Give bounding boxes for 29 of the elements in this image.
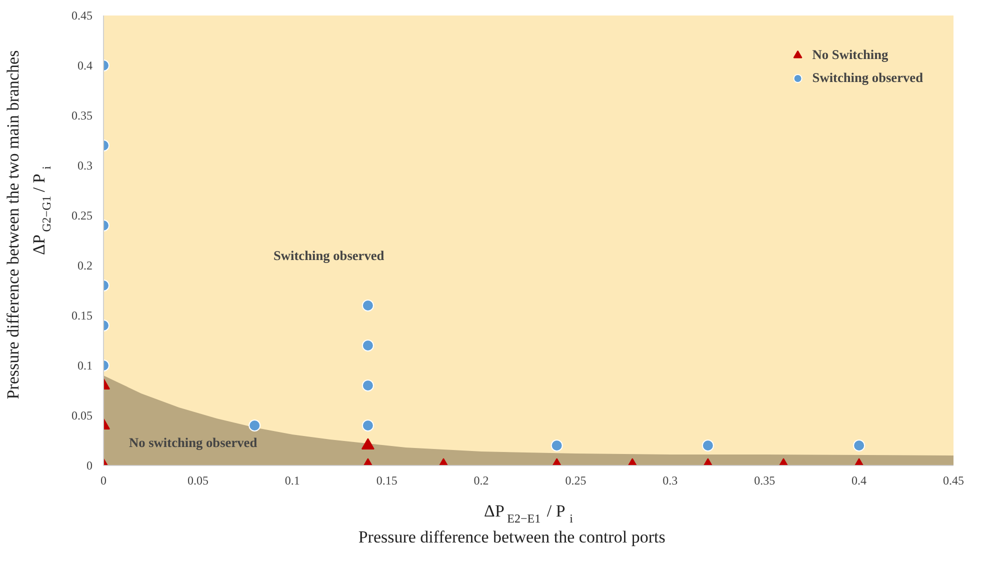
annotation: Switching observed — [274, 248, 385, 263]
x-tick-label: 0 — [100, 474, 106, 488]
x-tick-label: 0.4 — [852, 474, 867, 488]
x-tick-label: 0.05 — [187, 474, 208, 488]
y-tick-label: 0.1 — [78, 358, 92, 372]
y-tick-label: 0.15 — [72, 308, 92, 322]
x-tick-label: 0.15 — [376, 474, 398, 488]
point — [248, 420, 261, 432]
x-tick-label: 0.35 — [754, 474, 776, 488]
y-tick-label: 0.25 — [72, 208, 92, 222]
legend-label: Switching observed — [812, 70, 923, 86]
x-tick-label: 0.1 — [284, 474, 300, 488]
x-tick-label: 0.2 — [474, 474, 489, 488]
y-tick-label: 0 — [86, 458, 92, 472]
point — [362, 420, 374, 432]
y-tick-label: 0.05 — [72, 408, 92, 422]
legend-label: No Switching — [812, 47, 888, 63]
y-tick-label: 0.3 — [78, 158, 92, 172]
x-tick-label: 0.25 — [565, 474, 586, 488]
point — [362, 380, 374, 392]
x-tick-label: 0.3 — [662, 474, 678, 488]
point — [362, 300, 374, 312]
y-tick-label: 0.2 — [78, 258, 92, 272]
x-tick-label: 0.45 — [943, 474, 964, 488]
annotation: No switching observed — [129, 434, 258, 450]
y-tick-label: 0.45 — [72, 8, 92, 22]
y-tick-label: 0.35 — [72, 108, 92, 122]
point — [362, 340, 374, 352]
y-tick-label: 0.4 — [78, 58, 92, 72]
